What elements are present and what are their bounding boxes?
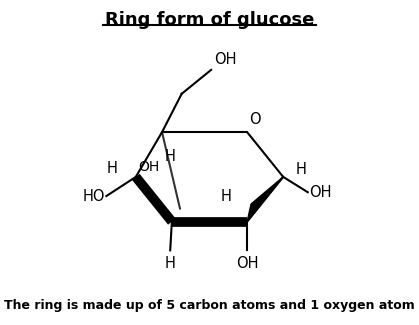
Text: H: H: [220, 189, 231, 204]
Text: O: O: [249, 112, 261, 127]
Text: HO: HO: [82, 188, 105, 203]
Text: Ring form of glucose: Ring form of glucose: [105, 11, 314, 29]
Text: OH: OH: [215, 52, 237, 67]
Polygon shape: [247, 177, 283, 222]
Text: H: H: [165, 149, 176, 164]
Text: OH: OH: [138, 160, 160, 174]
Text: OH: OH: [309, 185, 332, 200]
Text: H: H: [165, 256, 176, 271]
Text: OH: OH: [236, 256, 259, 271]
Text: The ring is made up of 5 carbon atoms and 1 oxygen atom: The ring is made up of 5 carbon atoms an…: [4, 299, 415, 312]
Text: H: H: [107, 162, 118, 176]
Text: H: H: [296, 162, 306, 177]
